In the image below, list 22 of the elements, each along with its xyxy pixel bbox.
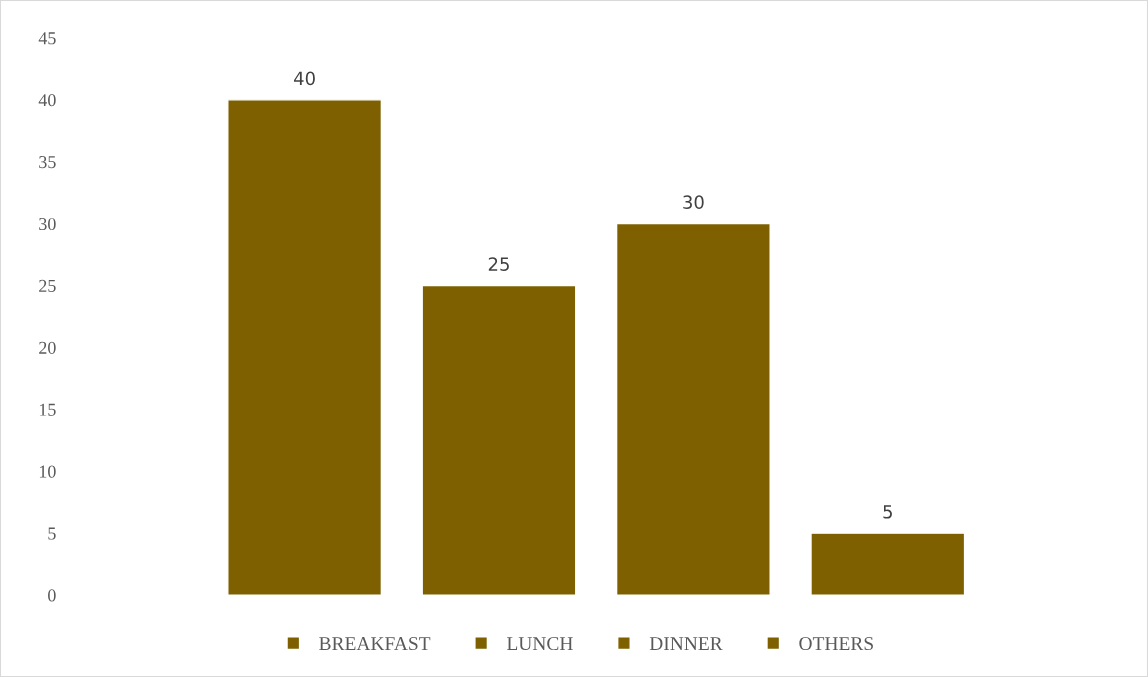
y-tick-label: 45 xyxy=(38,32,56,45)
legend-label: DINNER xyxy=(649,637,723,650)
y-tick-label: 5 xyxy=(48,527,56,540)
y-tick-label: 35 xyxy=(39,156,56,169)
bar xyxy=(615,222,771,596)
legend-label: OTHERS xyxy=(799,637,873,651)
bar xyxy=(227,99,383,596)
y-tick-label: 15 xyxy=(39,403,56,416)
bar xyxy=(421,284,577,596)
y-tick-label: 40 xyxy=(38,94,56,107)
y-tick-label: 30 xyxy=(39,217,56,231)
data-label: 40 xyxy=(293,71,315,86)
y-tick-label: 20 xyxy=(39,341,56,354)
y-tick-label: 25 xyxy=(39,279,56,292)
y-tick-label: 10 xyxy=(39,465,56,478)
data-label: 25 xyxy=(488,257,509,271)
legend-label: LUNCH xyxy=(506,637,573,651)
data-label: 30 xyxy=(683,195,704,210)
data-label: 5 xyxy=(883,505,892,519)
legend-label: BREAKFAST xyxy=(319,637,431,651)
bar xyxy=(810,532,966,596)
y-tick-label: 0 xyxy=(48,589,56,602)
